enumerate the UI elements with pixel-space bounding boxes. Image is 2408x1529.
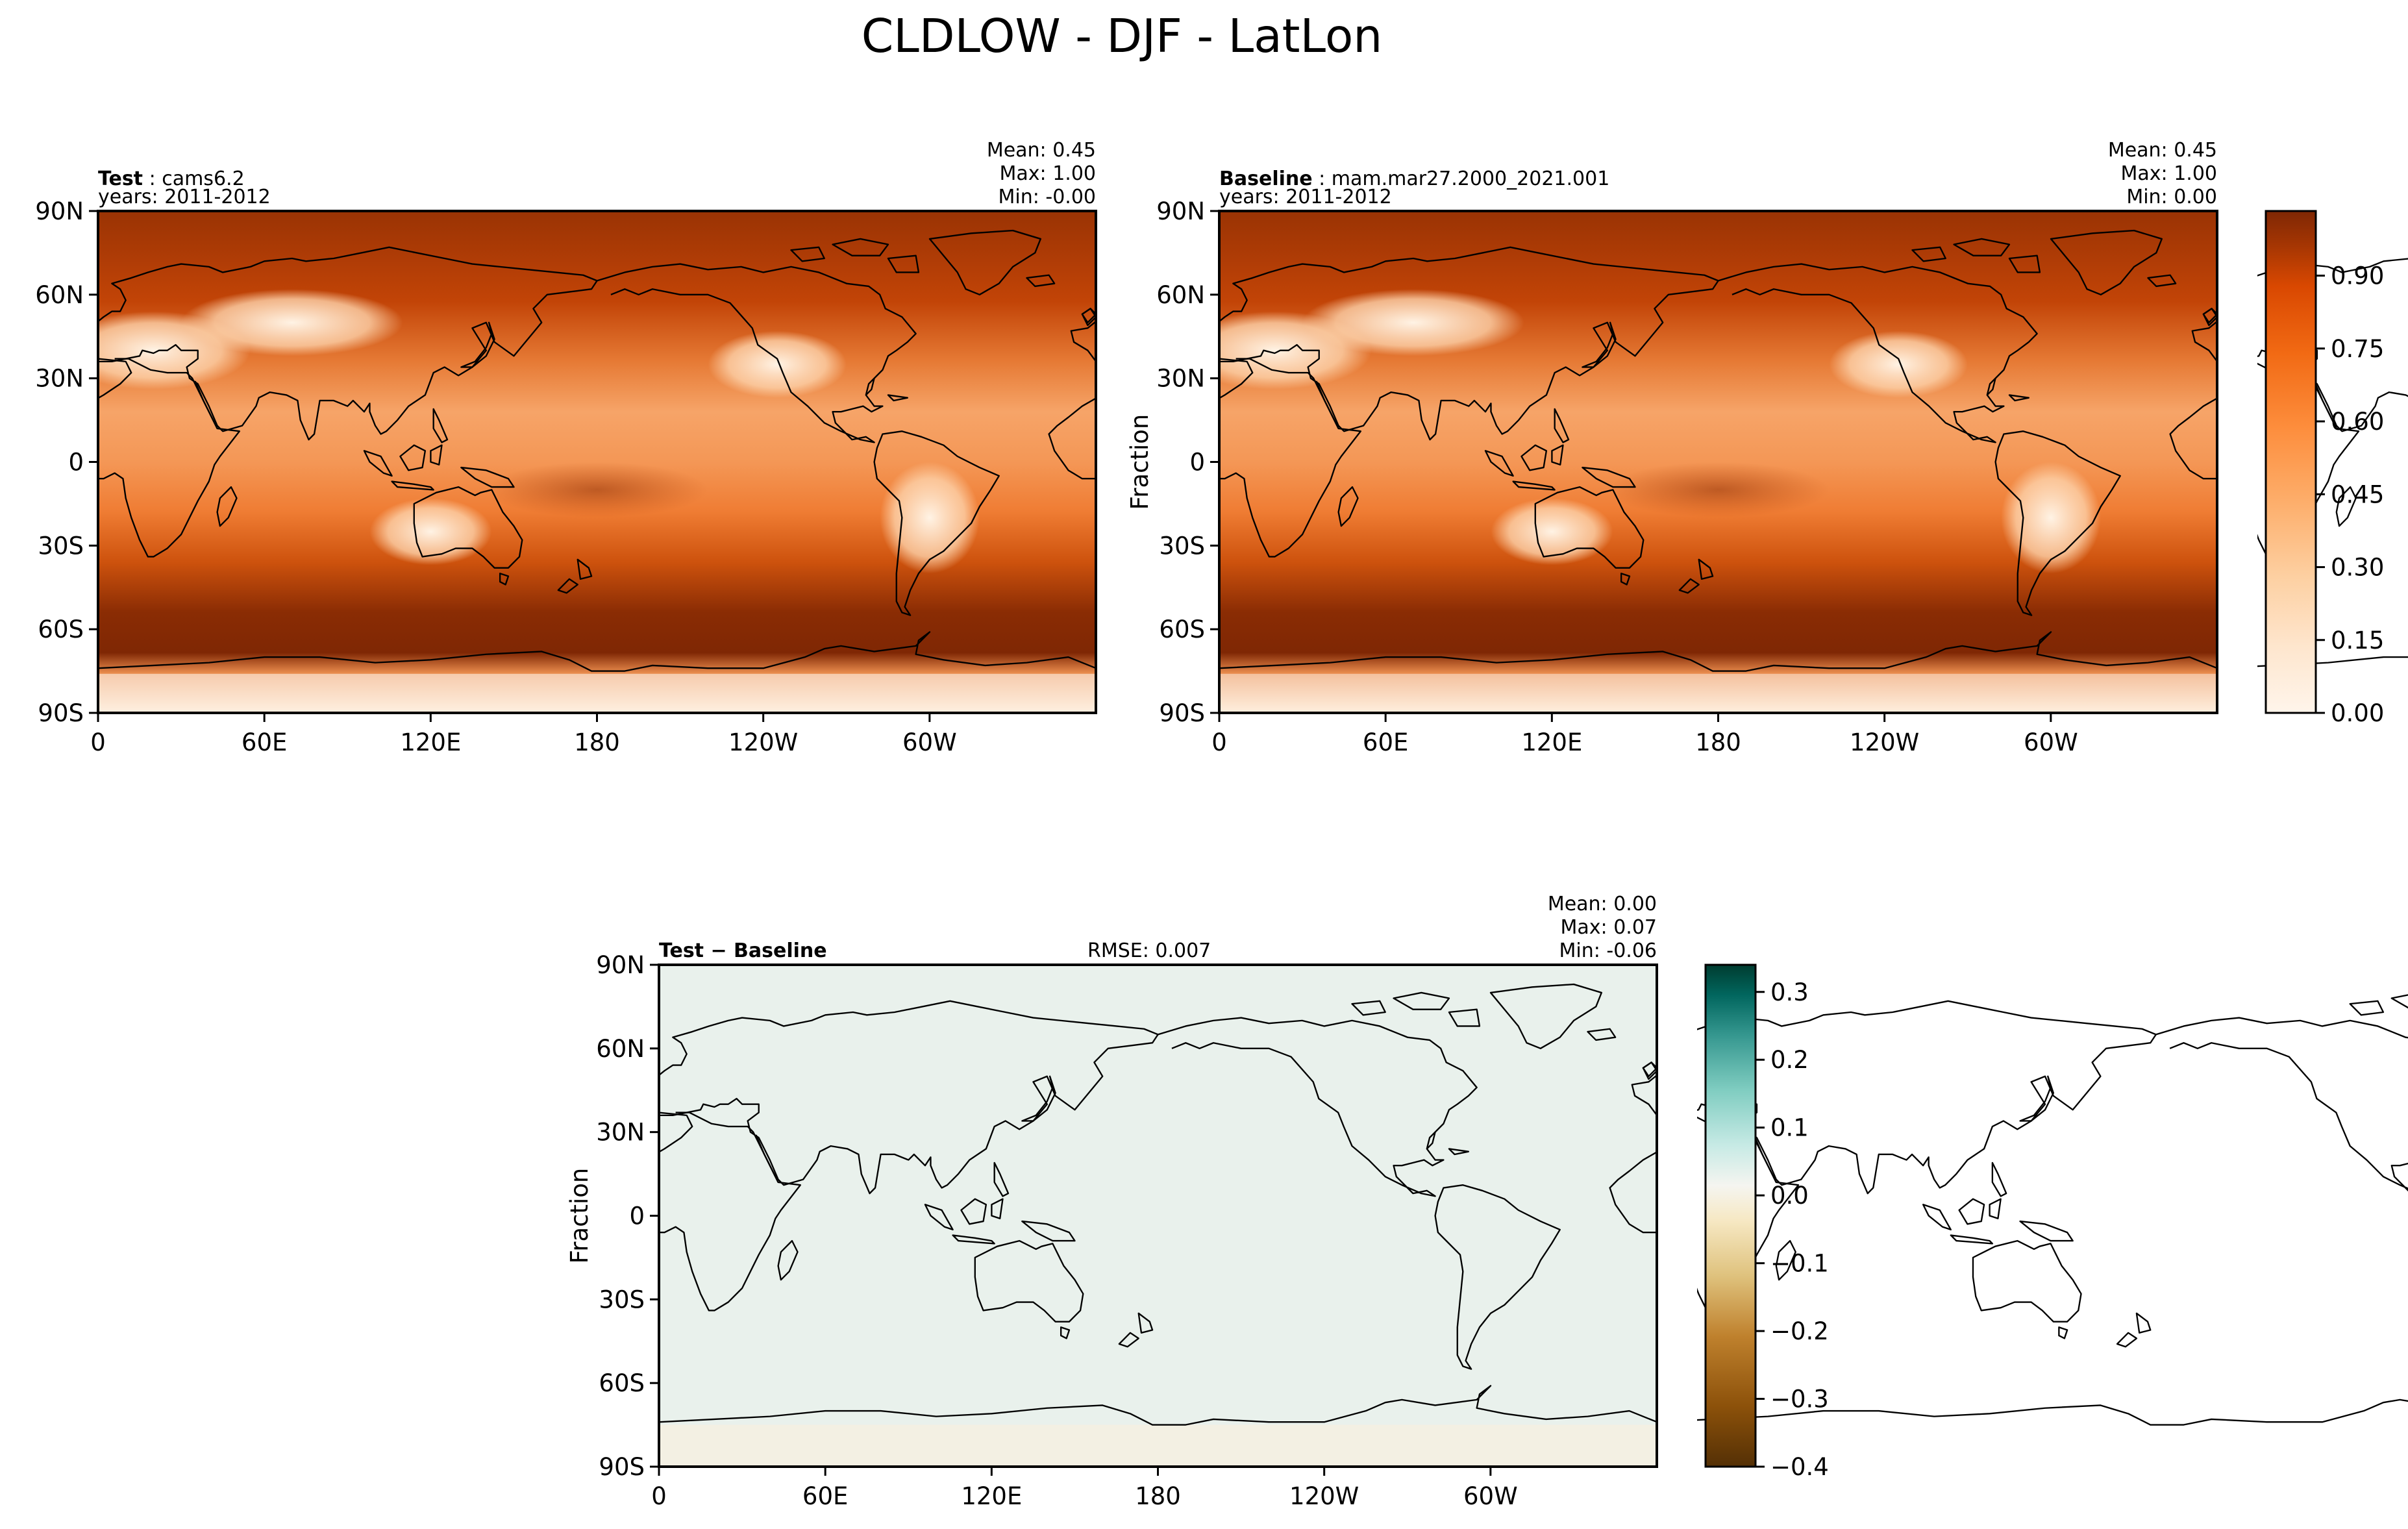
lat-tick-label: 90N — [35, 197, 84, 225]
panel-years: years: 2011-2012 — [1219, 186, 1392, 208]
panel-stat: Max: 1.00 — [1000, 162, 1096, 185]
labels-layer: 0 60E 120E 180 120W 60W 90N 60N 30N 0 30S 60S 90S Tes… — [35, 139, 2217, 1510]
panel-diff-labels: 0 60E 120E 180 120W 60W 90N 60N 30N 0 30S 60S 90S Fra… — [565, 893, 1657, 1510]
colorbar-tick-label: 0.45 — [2331, 480, 2384, 508]
lon-tick-label: 180 — [1135, 1482, 1181, 1510]
lat-tick-label: 60S — [599, 1369, 645, 1397]
panel-stat: Mean: 0.45 — [2108, 139, 2217, 162]
y-axis-label: Fraction — [565, 1168, 593, 1264]
lat-tick-label: 30N — [596, 1119, 645, 1147]
lon-tick-label: 60W — [2024, 728, 2078, 756]
colorbar-tick-label: −0.3 — [1770, 1386, 1829, 1413]
colorbar-tick-label: 0.1 — [1770, 1114, 1809, 1142]
lat-tick-label: 90N — [1156, 197, 1205, 225]
lon-tick-label: 60E — [242, 728, 287, 756]
panel-stat: Max: 0.07 — [1561, 916, 1657, 939]
panel-baseline-labels: 0 60E 120E 180 120W 60W 90N 60N 30N 0 30S 60S 90S Fra… — [1126, 139, 2217, 756]
colorbar-tick-label: 0.90 — [2331, 262, 2384, 290]
colorbar-main: 0.00 0.15 0.30 0.45 0.60 0.75 0.90 — [2265, 210, 2384, 727]
lon-tick-label: 60E — [1363, 728, 1408, 756]
panel-diff — [611, 963, 2408, 1468]
panel-stat: Mean: 0.45 — [987, 139, 1096, 162]
lat-tick-label: 60N — [1156, 281, 1205, 309]
colorbar-tick-label: 0.00 — [2331, 699, 2384, 727]
colorbar-tick-label: −0.1 — [1770, 1250, 1829, 1278]
colorbar-tick-label: 0.2 — [1770, 1046, 1809, 1074]
lat-tick-label: 30S — [1159, 532, 1205, 560]
panel-header: Test − Baseline — [659, 939, 827, 962]
colorbar-tick-label: −0.4 — [1770, 1453, 1829, 1481]
colorbar-tick-label: 0.0 — [1770, 1182, 1809, 1210]
lat-tick-label: 0 — [629, 1202, 645, 1230]
lat-tick-label: 30S — [599, 1286, 645, 1313]
lon-tick-label: 180 — [1695, 728, 1741, 756]
panel-header: Baseline : mam.mar27.2000_2021.001 — [1219, 168, 1609, 190]
lon-tick-label: 0 — [651, 1482, 667, 1510]
lon-tick-label: 120W — [1289, 1482, 1359, 1510]
lat-tick-label: 0 — [68, 449, 84, 477]
lon-tick-label: 0 — [1211, 728, 1227, 756]
lon-tick-label: 120E — [1521, 728, 1582, 756]
lon-tick-label: 60W — [1463, 1482, 1518, 1510]
colorbar-tick-label: 0.75 — [2331, 335, 2384, 363]
lon-tick-label: 120W — [1850, 728, 1919, 756]
colorbar-tick-label: −0.2 — [1770, 1317, 1829, 1345]
lon-tick-label: 60W — [902, 728, 957, 756]
lat-tick-label: 60N — [35, 281, 84, 309]
panel-test-labels: 0 60E 120E 180 120W 60W 90N 60N 30N 0 30S 60S 90S Tes… — [35, 139, 1096, 756]
lon-tick-label: 180 — [574, 728, 620, 756]
lon-tick-label: 120E — [961, 1482, 1022, 1510]
colorbar-tick-label: 0.30 — [2331, 554, 2384, 582]
lon-tick-label: 60E — [802, 1482, 848, 1510]
lat-tick-label: 60S — [38, 615, 84, 643]
panel-rmse: RMSE: 0.007 — [1087, 939, 1211, 962]
lat-tick-label: 60S — [1159, 615, 1205, 643]
lat-tick-label: 60N — [596, 1035, 645, 1063]
lat-tick-label: 90S — [1159, 699, 1205, 727]
lat-tick-label: 30N — [1156, 365, 1205, 393]
lat-tick-label: 90S — [38, 699, 84, 727]
panel-baseline — [1171, 210, 2408, 714]
panel-stat: Min: -0.06 — [1559, 939, 1657, 962]
lat-tick-label: 90S — [599, 1453, 645, 1481]
colorbar-diff: 0.3 0.2 0.1 0.0 −0.1 −0.2 −0.3 −0.4 — [1704, 963, 1829, 1481]
lon-tick-label: 0 — [90, 728, 106, 756]
figure-title: CLDLOW - DJF - LatLon — [862, 9, 1383, 63]
colorbar-tick-label: 0.60 — [2331, 408, 2384, 436]
panel-stat: Max: 1.00 — [2121, 162, 2217, 185]
panel-test — [50, 210, 2095, 714]
lat-tick-label: 30S — [38, 532, 84, 560]
y-axis-label: Fraction — [1126, 414, 1154, 510]
baseline-map — [1171, 211, 2408, 713]
lat-tick-label: 0 — [1189, 449, 1205, 477]
panel-header: Test : cams6.2 — [98, 168, 245, 190]
panel-stat: Min: 0.00 — [2126, 186, 2217, 208]
lon-tick-label: 120W — [728, 728, 798, 756]
panel-stat: Min: -0.00 — [999, 186, 1097, 208]
diff-map — [611, 965, 2408, 1467]
lat-tick-label: 90N — [596, 951, 645, 979]
colorbar-main-fill — [2266, 211, 2316, 713]
panel-stat: Mean: 0.00 — [1548, 893, 1657, 915]
test-map — [50, 211, 2095, 713]
panel-years: years: 2011-2012 — [98, 186, 271, 208]
colorbar-tick-label: 0.3 — [1770, 978, 1809, 1006]
lat-tick-label: 30N — [35, 365, 84, 393]
colorbar-diff-fill — [1706, 965, 1756, 1467]
lon-tick-label: 120E — [400, 728, 461, 756]
colorbar-tick-label: 0.15 — [2331, 627, 2384, 654]
